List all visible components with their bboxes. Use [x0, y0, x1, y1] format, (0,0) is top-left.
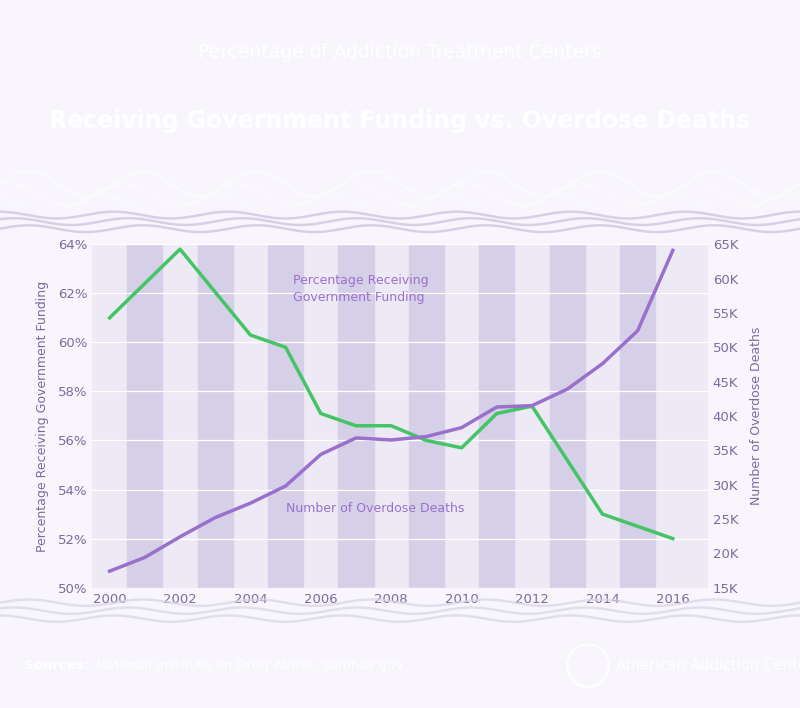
Text: National Institute on Drug Abuse; samhsa.gov: National Institute on Drug Abuse; samhsa… — [92, 659, 403, 672]
Bar — [198, 244, 233, 588]
Bar — [338, 244, 374, 588]
Y-axis label: Percentage Receiving Government Funding: Percentage Receiving Government Funding — [36, 280, 49, 552]
Text: Percentage of Addiction Treatment Centers: Percentage of Addiction Treatment Center… — [198, 42, 602, 62]
Text: Percentage Receiving
Government Funding: Percentage Receiving Government Funding — [293, 274, 428, 304]
Bar — [550, 244, 585, 588]
Y-axis label: Number of Overdose Deaths: Number of Overdose Deaths — [750, 327, 762, 505]
Bar — [479, 244, 514, 588]
Bar — [409, 244, 444, 588]
Text: Sources:: Sources: — [24, 659, 89, 672]
Text: Number of Overdose Deaths: Number of Overdose Deaths — [286, 502, 464, 515]
Text: American Addiction Centers: American Addiction Centers — [616, 658, 800, 673]
Bar — [127, 244, 162, 588]
Text: Receiving Government Funding vs. Overdose Deaths: Receiving Government Funding vs. Overdos… — [50, 109, 750, 133]
Bar — [268, 244, 303, 588]
Bar — [620, 244, 655, 588]
